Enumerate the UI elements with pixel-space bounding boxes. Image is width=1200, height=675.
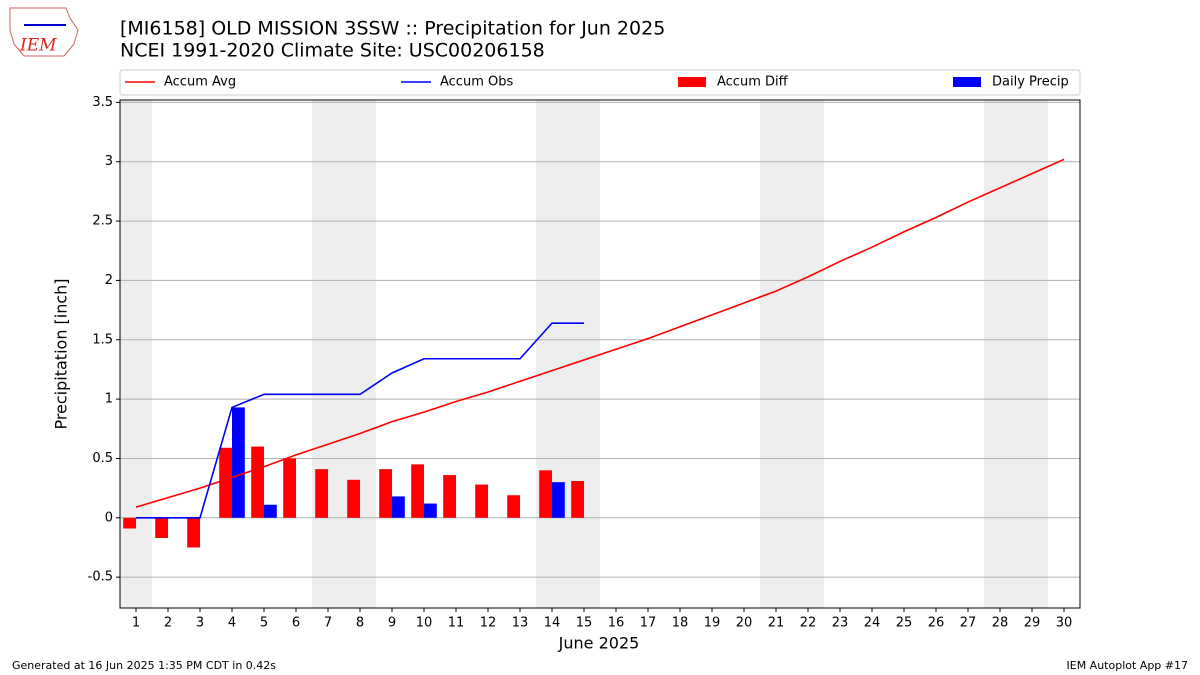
bar [539, 470, 552, 518]
legend-label: Daily Precip [992, 75, 1069, 90]
bar [392, 496, 405, 518]
x-tick-label: 26 [928, 616, 945, 631]
legend: Accum Avg Accum Obs Accum Diff Daily Precip [119, 69, 1081, 96]
bar [283, 458, 296, 518]
line [136, 322, 584, 519]
legend-label: Accum Obs [440, 75, 513, 90]
x-tick-label: 6 [292, 616, 300, 631]
bar [232, 407, 245, 518]
bar [155, 517, 168, 538]
y-tick-label: 3.5 [92, 95, 113, 110]
plot-frame [119, 99, 1081, 609]
bar [571, 481, 584, 518]
x-tick-label: 9 [388, 616, 396, 631]
y-axis-label: Precipitation [inch] [52, 278, 71, 429]
bar [219, 447, 232, 518]
y-tick-label: 0.5 [92, 451, 113, 466]
logo: IEM [9, 7, 79, 57]
x-tick-label: 16 [608, 616, 625, 631]
y-tick-label: 0 [105, 510, 113, 525]
x-tick-label: 11 [448, 616, 465, 631]
x-tick-label: 20 [736, 616, 753, 631]
shade [536, 100, 600, 608]
x-tick-label: 19 [704, 616, 721, 631]
chart-subtitle: NCEI 1991-2020 Climate Site: USC00206158 [120, 40, 545, 62]
x-tick-label: 5 [260, 616, 268, 631]
y-tick-label: 3 [105, 154, 113, 169]
shade [312, 100, 376, 608]
x-tick-label: 3 [196, 616, 204, 631]
footer-right: IEM Autoplot App #17 [1067, 659, 1189, 672]
legend-swatch [953, 77, 981, 87]
legend-box [119, 69, 1081, 96]
x-tick-label: 27 [960, 616, 977, 631]
x-tick-label: 13 [512, 616, 529, 631]
x-tick-label: 4 [228, 616, 236, 631]
bar [424, 503, 437, 518]
legend-swatch [678, 77, 706, 87]
x-tick-label: 23 [832, 616, 849, 631]
x-tick-label: 17 [640, 616, 657, 631]
bar [552, 482, 565, 518]
x-tick-label: 21 [768, 616, 785, 631]
y-tick-label: 2.5 [92, 214, 113, 229]
x-tick-label: 10 [416, 616, 433, 631]
legend-label: Accum Avg [164, 75, 236, 90]
x-tick-label: 14 [544, 616, 561, 631]
shade [120, 100, 152, 608]
bar [187, 517, 200, 548]
x-tick-label: 15 [576, 616, 593, 631]
bar [379, 469, 392, 518]
bar [443, 475, 456, 518]
legend-label: Accum Diff [717, 75, 789, 90]
bar [123, 517, 136, 529]
x-tick-label: 28 [992, 616, 1009, 631]
x-tick-label: 2 [164, 616, 172, 631]
x-tick-label: 30 [1056, 616, 1073, 631]
y-tick-label: 1 [105, 392, 113, 407]
bar [251, 446, 264, 518]
y-tick-label: -0.5 [88, 570, 113, 585]
logo-outline [9, 7, 79, 57]
bar [315, 469, 328, 518]
footer-left: Generated at 16 Jun 2025 1:35 PM CDT in … [12, 659, 276, 672]
line [135, 158, 1065, 508]
x-tick-label: 25 [896, 616, 913, 631]
logo-text: IEM [19, 36, 57, 56]
x-tick-label: 29 [1024, 616, 1041, 631]
x-axis-label: June 2025 [558, 634, 640, 653]
x-tick-label: 24 [864, 616, 881, 631]
x-tick-label: 8 [356, 616, 364, 631]
x-tick-label: 22 [800, 616, 817, 631]
bar [264, 504, 277, 518]
y-tick-label: 2 [105, 273, 113, 288]
x-tick-label: 7 [324, 616, 332, 631]
weekend-shading [120, 100, 1048, 608]
chart-title: [MI6158] OLD MISSION 3SSW :: Precipitati… [120, 18, 665, 40]
shade [984, 100, 1048, 608]
bar [507, 495, 520, 518]
x-tick-label: 1 [132, 616, 140, 631]
bar [475, 484, 488, 518]
x-tick-label: 18 [672, 616, 689, 631]
bar [347, 479, 360, 518]
y-tick-label: 1.5 [92, 332, 113, 347]
x-tick-label: 12 [480, 616, 497, 631]
bar [411, 464, 424, 518]
shade [760, 100, 824, 608]
